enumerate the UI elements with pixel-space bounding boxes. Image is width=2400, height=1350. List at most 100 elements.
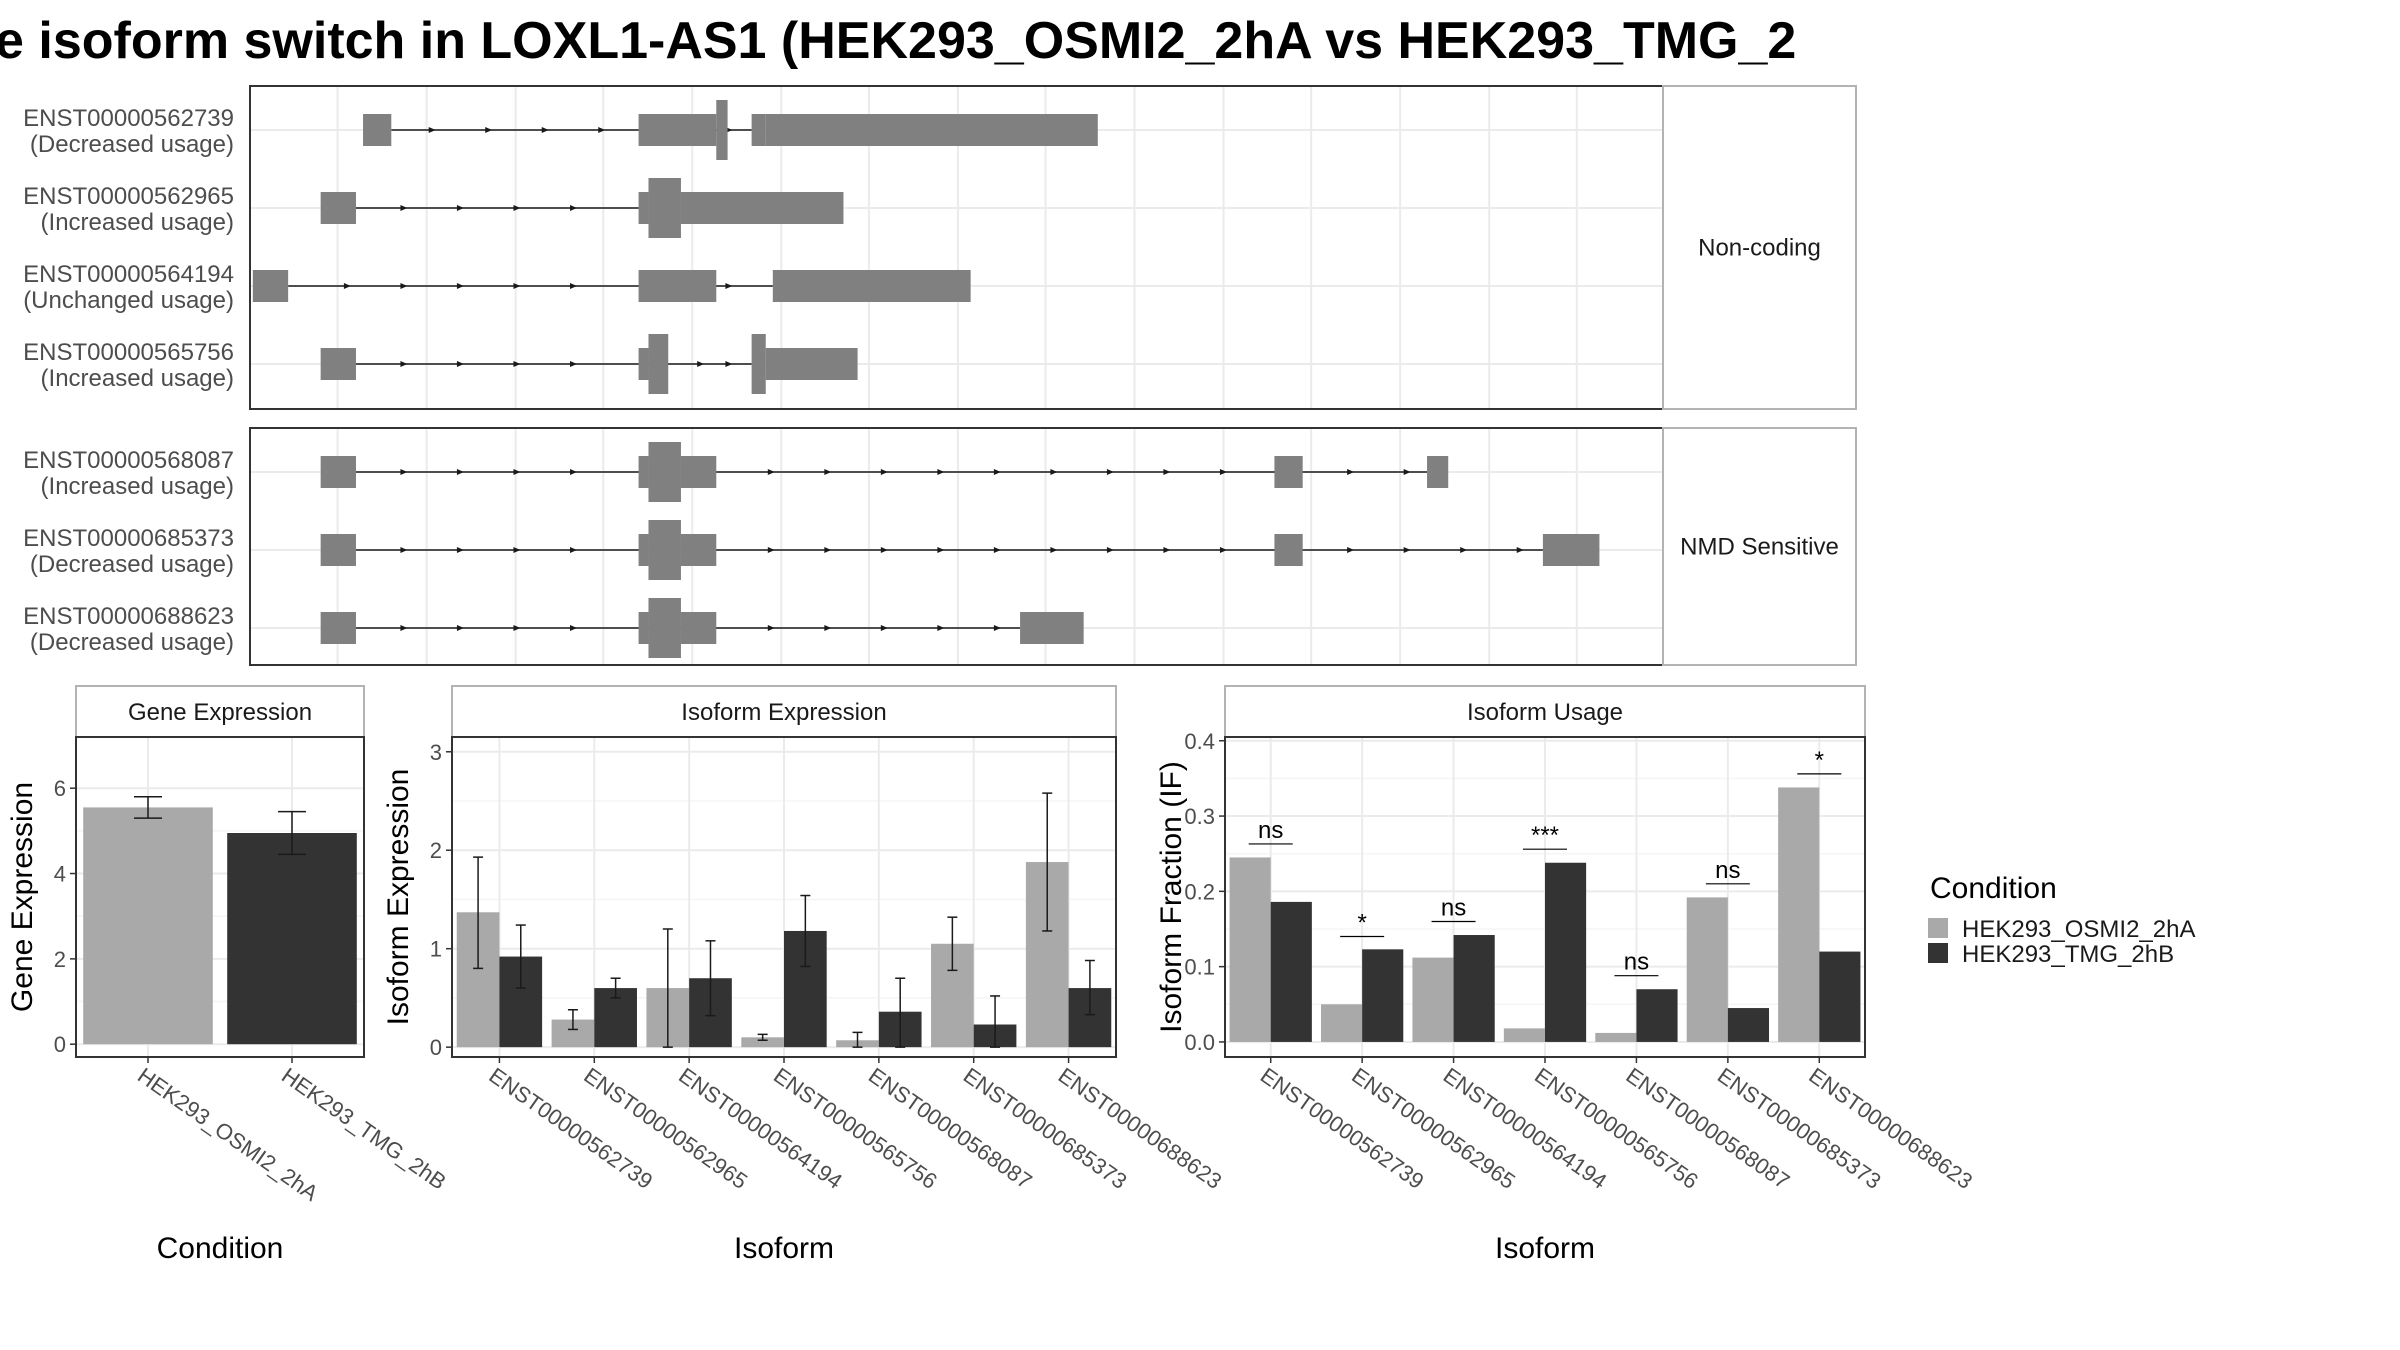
intron-direction-arrow [456,547,464,553]
intron-direction-arrow [400,547,408,553]
intron-direction-arrow [725,283,733,289]
x-tick-label: ENST00000562965 [1347,1063,1520,1194]
intron-direction-arrow [1403,547,1411,553]
bar [1636,989,1678,1042]
y-tick-label: 0.4 [1184,729,1215,754]
exon-block [638,348,649,380]
significance-label: ns [1258,817,1283,844]
facet-label: NMD Sensitive [1680,534,1839,561]
intron-direction-arrow [993,625,1001,631]
intron-direction-arrow [456,625,464,631]
intron-direction-arrow [569,625,577,631]
x-tick-label: ENST00000688623 [1054,1063,1227,1194]
intron-direction-arrow [569,283,577,289]
exon-block [320,456,356,488]
intron-direction-arrow [1050,547,1058,553]
transcript-id-label: ENST00000565756 [23,339,234,366]
intron-direction-arrow [456,205,464,211]
exon-block [765,114,1098,146]
exon-block [680,534,717,566]
intron-direction-arrow [937,547,945,553]
transcript-id-label: ENST00000562739 [23,105,234,132]
intron-direction-arrow [1219,469,1227,475]
chart-strip [75,685,365,738]
x-tick-label: ENST00000562739 [1256,1063,1429,1194]
bar [741,1037,784,1048]
exon-block [648,334,669,394]
bar [1229,857,1271,1042]
transcript-id-label: ENST00000568087 [23,447,234,474]
y-tick-label: 0.3 [1184,804,1215,829]
transcript-usage-label: (Increased usage) [41,365,234,392]
plot-border [75,736,365,1058]
bar [1453,935,1495,1042]
exon-block [638,114,717,146]
exon-block [363,114,392,146]
exon-block [320,192,356,224]
chart-title: Gene Expression [128,699,312,726]
y-tick-label: 0 [54,1032,66,1057]
isoform-usage-chart: Isoform Usage ns * ns *** ns ns * 0.0 0.1 0.2 0.3 0.… [1155,685,1977,1265]
y-axis-title: Isoform Fraction (IF) [1155,761,1188,1033]
intron-direction-arrow [937,469,945,475]
facet-strip [1662,427,1857,666]
intron-direction-arrow [1347,469,1355,475]
significance-label: ns [1715,857,1740,884]
intron-direction-arrow [343,283,351,289]
chart-title: Isoform Expression [681,699,886,726]
bar [1270,901,1312,1042]
bar [1819,951,1861,1042]
exon-block [1274,534,1303,566]
y-tick-label: 0 [430,1035,442,1060]
significance-label: ns [1624,949,1649,976]
intron-direction-arrow [400,361,408,367]
y-tick-label: 3 [430,740,442,765]
exon-block [252,270,289,302]
transcript-usage-label: (Increased usage) [41,473,234,500]
x-axis-title: Isoform [1495,1232,1595,1265]
intron-direction-arrow [880,547,888,553]
transcript-id-label: ENST00000562965 [23,183,234,210]
intron-direction-arrow [767,625,775,631]
x-tick-label: ENST00000564194 [674,1063,847,1194]
exon-block [1542,534,1600,566]
intron-direction-arrow [1516,547,1524,553]
significance-label: ns [1441,894,1466,921]
intron-direction-arrow [428,127,436,133]
facet-strip [1662,85,1857,410]
y-tick-label: 2 [430,838,442,863]
intron-direction-arrow [400,283,408,289]
intron-direction-arrow [880,469,888,475]
chart-strip [451,685,1117,738]
y-tick-label: 0.1 [1184,955,1215,980]
y-axis-title: Gene Expression [6,782,39,1012]
y-tick-label: 0.2 [1184,879,1215,904]
exon-block [638,192,649,224]
significance-label: * [1357,910,1366,937]
exon-block [751,334,766,394]
exon-block [751,114,766,146]
transcript-panel-background [250,428,1663,665]
bar [1362,949,1404,1042]
intron-direction-arrow [569,205,577,211]
facet-label: Non-coding [1698,235,1821,262]
exon-block [320,348,356,380]
exon-block [648,178,681,238]
transcript-id-label: ENST00000685373 [23,525,234,552]
legend-label-tmg: HEK293_TMG_2hB [1962,941,2174,968]
transcript-id-label: ENST00000564194 [23,261,234,288]
legend-label-osmi2: HEK293_OSMI2_2hA [1962,916,2195,943]
intron-direction-arrow [456,283,464,289]
intron-direction-arrow [767,469,775,475]
exon-block [648,442,681,502]
y-tick-label: 6 [54,776,66,801]
intron-direction-arrow [1347,547,1355,553]
transcript-usage-label: (Increased usage) [41,209,234,236]
significance-label: * [1815,747,1824,774]
transcript-usage-label: (Unchanged usage) [23,287,234,314]
chart-strip [1224,685,1866,738]
x-tick-label: ENST00000688623 [1804,1063,1977,1194]
gene-expression-chart: Gene Expression0246HEK293_OSMI2_2hAHEK29… [6,685,451,1265]
